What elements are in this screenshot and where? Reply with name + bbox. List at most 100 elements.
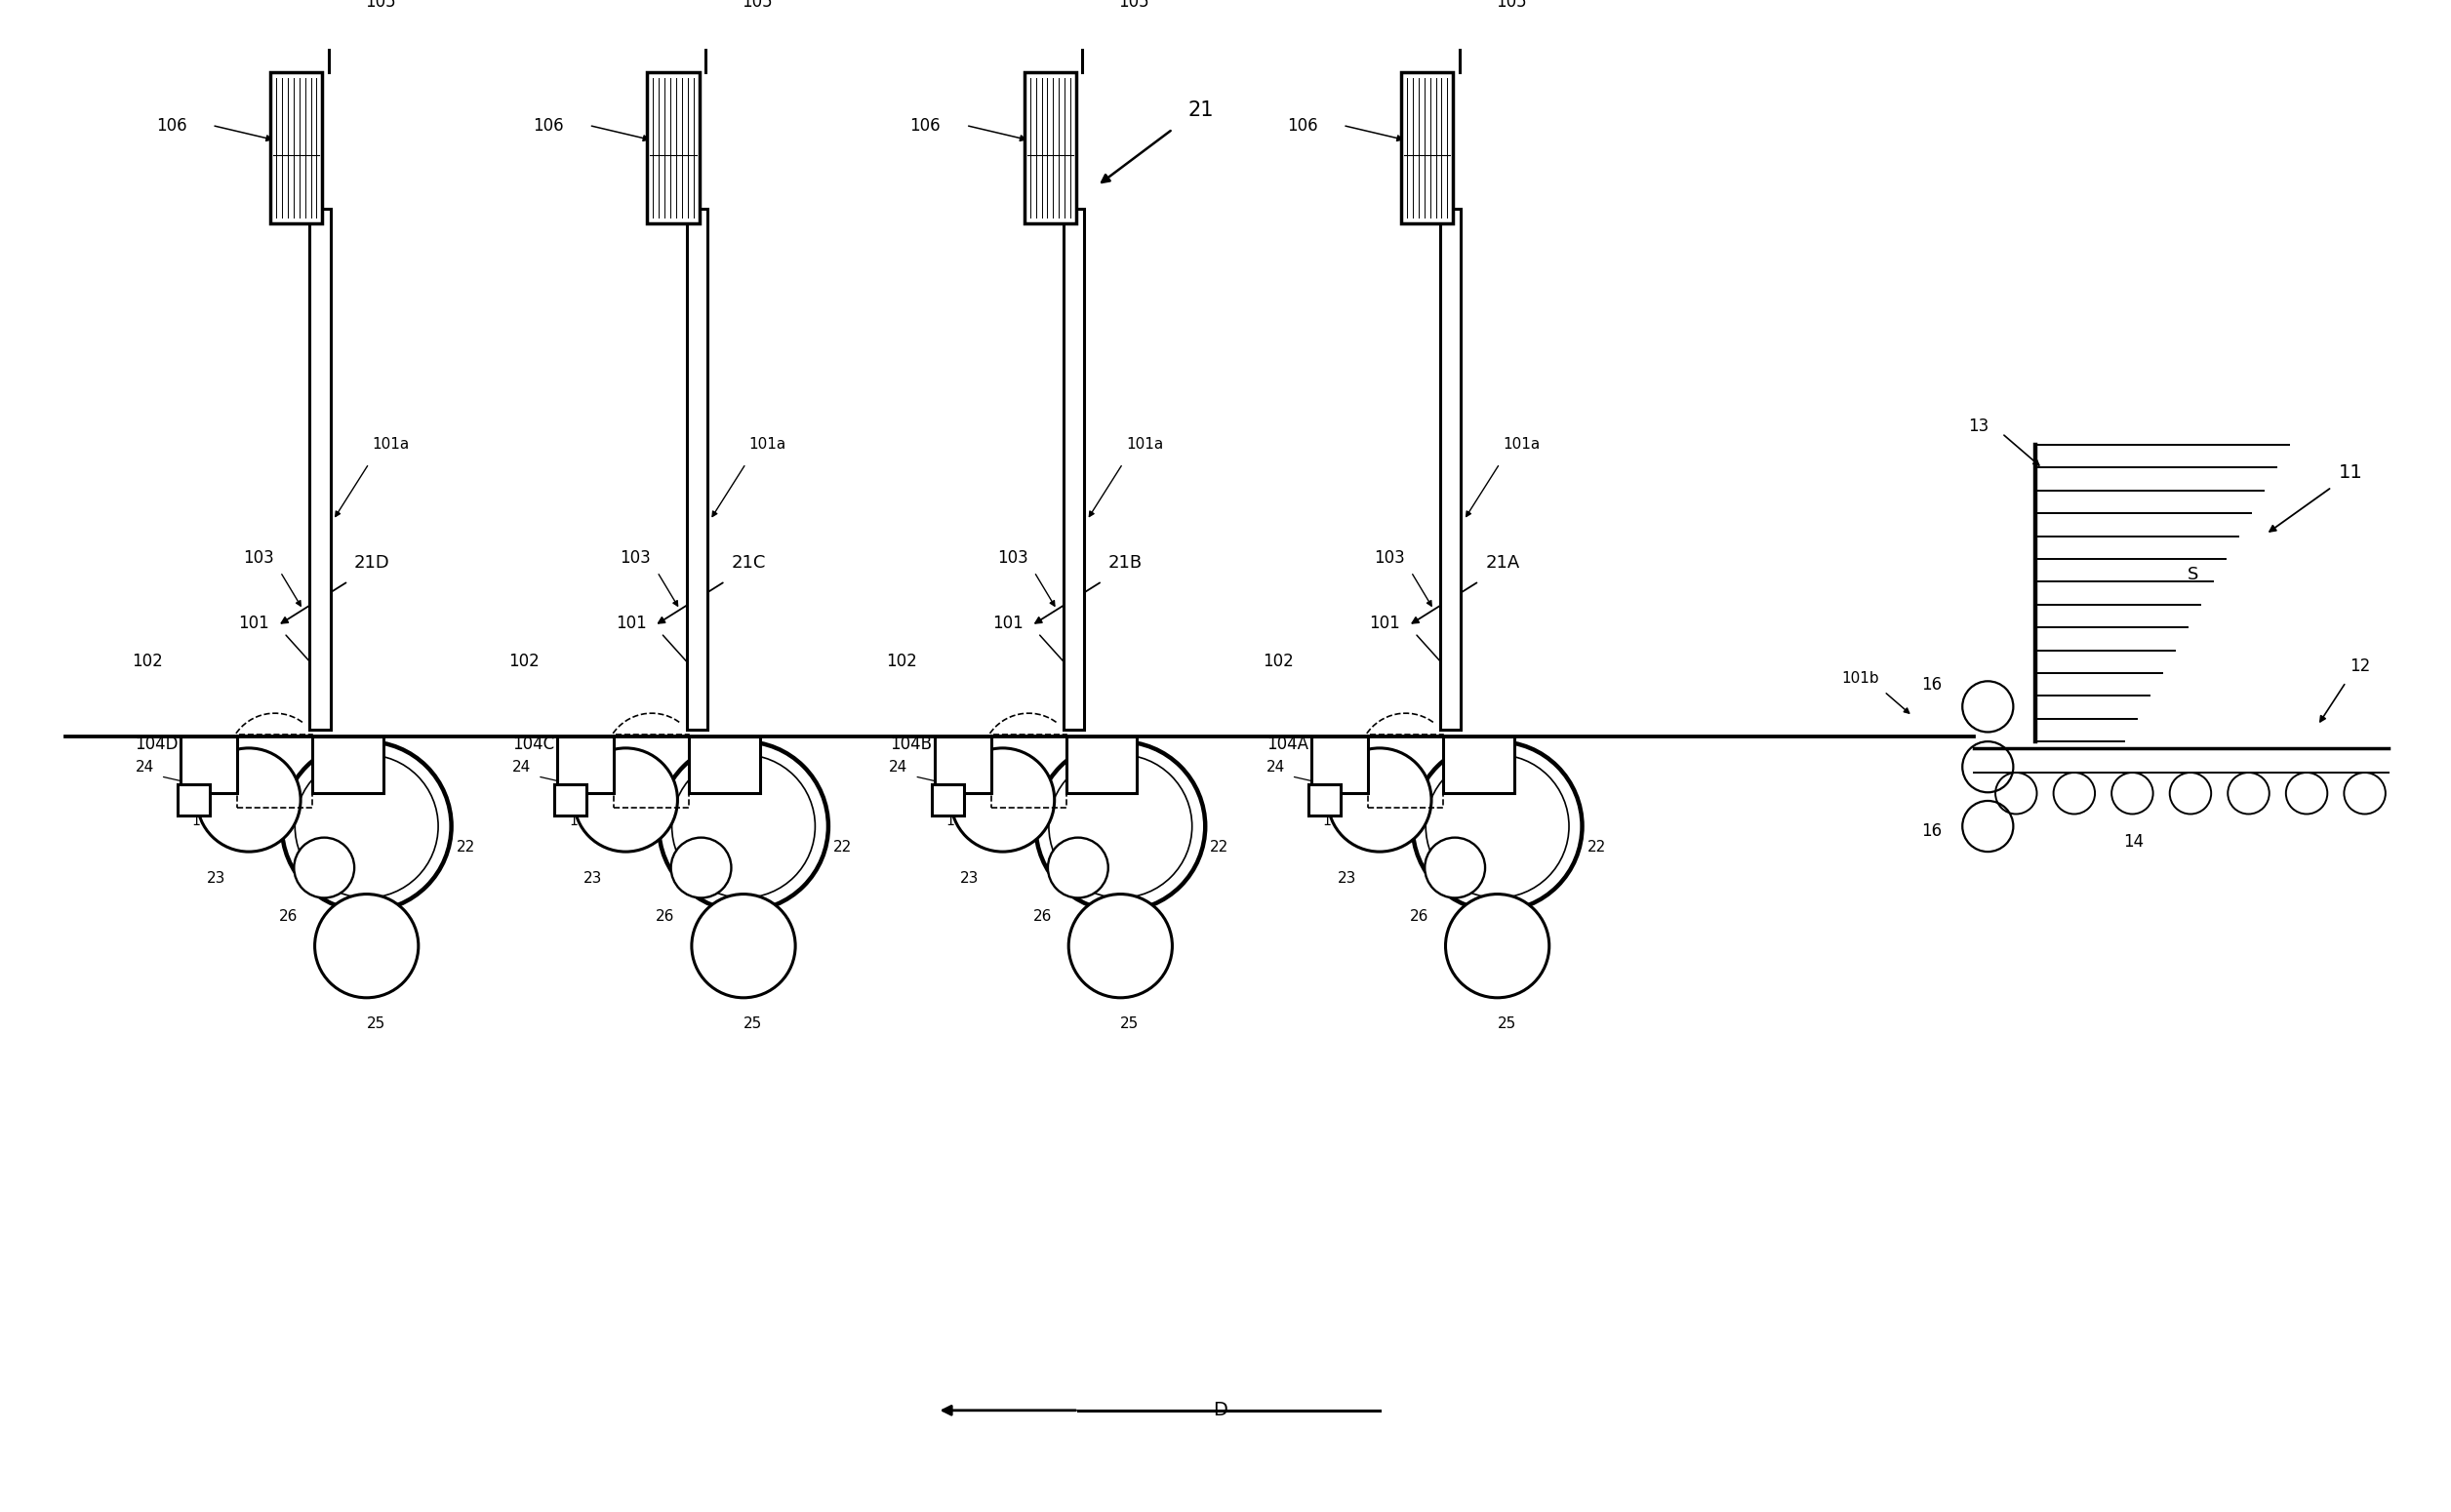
Text: 23: 23 xyxy=(206,871,225,886)
Bar xyxy=(1066,736,1137,794)
Text: 101b: 101b xyxy=(1071,815,1105,829)
Text: 16: 16 xyxy=(1922,823,1941,839)
Text: 101b: 101b xyxy=(1841,671,1880,685)
Text: 11: 11 xyxy=(2338,464,2363,482)
Text: 16: 16 xyxy=(1922,676,1941,694)
Bar xyxy=(1064,209,1083,729)
Bar xyxy=(1441,209,1461,729)
Bar xyxy=(270,73,321,224)
Text: 25: 25 xyxy=(743,1016,762,1031)
Text: 26: 26 xyxy=(279,909,299,924)
Bar xyxy=(1402,73,1453,224)
Text: 101a: 101a xyxy=(750,437,787,452)
Text: 12: 12 xyxy=(2351,658,2370,674)
Bar xyxy=(647,73,699,224)
Text: 101c: 101c xyxy=(569,815,603,829)
Text: 23: 23 xyxy=(1338,871,1355,886)
Text: 25: 25 xyxy=(1498,1016,1517,1031)
Text: 14: 14 xyxy=(2123,833,2145,851)
Circle shape xyxy=(672,838,730,898)
Text: 22: 22 xyxy=(456,839,475,854)
Circle shape xyxy=(294,838,355,898)
Circle shape xyxy=(672,754,816,898)
Circle shape xyxy=(314,894,419,998)
Circle shape xyxy=(1328,748,1431,851)
Text: 21C: 21C xyxy=(730,553,767,572)
Text: 103: 103 xyxy=(243,549,275,567)
Text: 105: 105 xyxy=(743,0,772,11)
Bar xyxy=(181,736,238,794)
Text: 101c: 101c xyxy=(946,815,980,829)
Bar xyxy=(238,735,311,807)
Circle shape xyxy=(691,894,794,998)
Text: 101b: 101b xyxy=(316,815,350,829)
Text: 103: 103 xyxy=(1375,549,1404,567)
Text: 21B: 21B xyxy=(1108,553,1142,572)
Text: 101a: 101a xyxy=(1502,437,1539,452)
Text: 25: 25 xyxy=(1120,1016,1140,1031)
Text: 25: 25 xyxy=(368,1016,385,1031)
Text: 101b: 101b xyxy=(1446,815,1483,829)
Bar xyxy=(990,735,1066,807)
Text: 26: 26 xyxy=(1032,909,1051,924)
Circle shape xyxy=(196,748,301,851)
Text: 101a: 101a xyxy=(373,437,409,452)
Text: 23: 23 xyxy=(583,871,603,886)
Circle shape xyxy=(1446,894,1549,998)
Text: 102: 102 xyxy=(132,653,162,670)
Text: 105: 105 xyxy=(1495,0,1527,11)
Bar xyxy=(931,783,963,816)
Circle shape xyxy=(1424,838,1485,898)
Text: 26: 26 xyxy=(1409,909,1429,924)
Text: 104D: 104D xyxy=(135,735,179,753)
Text: 102: 102 xyxy=(510,653,539,670)
Text: D: D xyxy=(1213,1402,1228,1420)
Bar xyxy=(1444,736,1515,794)
Text: 24: 24 xyxy=(890,759,907,774)
Text: 13: 13 xyxy=(1968,417,1988,434)
Circle shape xyxy=(951,748,1054,851)
Text: 106: 106 xyxy=(909,116,941,135)
Text: 21A: 21A xyxy=(1485,553,1520,572)
Bar xyxy=(1311,736,1368,794)
Text: 106: 106 xyxy=(532,116,564,135)
Text: 101b: 101b xyxy=(694,815,728,829)
Circle shape xyxy=(1069,894,1172,998)
Text: 103: 103 xyxy=(998,549,1027,567)
Text: S: S xyxy=(2186,565,2199,584)
Text: 102: 102 xyxy=(885,653,917,670)
Text: 102: 102 xyxy=(1262,653,1294,670)
Text: 24: 24 xyxy=(135,759,154,774)
Text: 101: 101 xyxy=(993,615,1025,632)
Text: 104B: 104B xyxy=(890,735,931,753)
Text: 104A: 104A xyxy=(1267,735,1309,753)
Text: 22: 22 xyxy=(1211,839,1228,854)
Text: 24: 24 xyxy=(1267,759,1284,774)
Text: 103: 103 xyxy=(620,549,652,567)
Bar xyxy=(311,736,382,794)
Bar xyxy=(934,736,990,794)
Text: 105: 105 xyxy=(365,0,395,11)
Text: 22: 22 xyxy=(833,839,853,854)
Text: 21D: 21D xyxy=(353,553,390,572)
Text: 106: 106 xyxy=(157,116,186,135)
Text: 26: 26 xyxy=(657,909,674,924)
Bar xyxy=(689,736,760,794)
Bar xyxy=(554,783,586,816)
Text: 101: 101 xyxy=(615,615,647,632)
Circle shape xyxy=(1049,838,1108,898)
Bar xyxy=(1025,73,1076,224)
Text: 24: 24 xyxy=(512,759,532,774)
Text: 23: 23 xyxy=(961,871,978,886)
Text: 21: 21 xyxy=(1189,100,1213,119)
Bar xyxy=(1309,783,1341,816)
Bar xyxy=(686,209,708,729)
Text: 101c: 101c xyxy=(191,815,225,829)
Text: 101: 101 xyxy=(238,615,270,632)
Circle shape xyxy=(574,748,676,851)
Text: 101: 101 xyxy=(1370,615,1400,632)
Text: 101a: 101a xyxy=(1125,437,1164,452)
Bar xyxy=(179,783,211,816)
Bar xyxy=(556,736,613,794)
Bar xyxy=(1368,735,1444,807)
